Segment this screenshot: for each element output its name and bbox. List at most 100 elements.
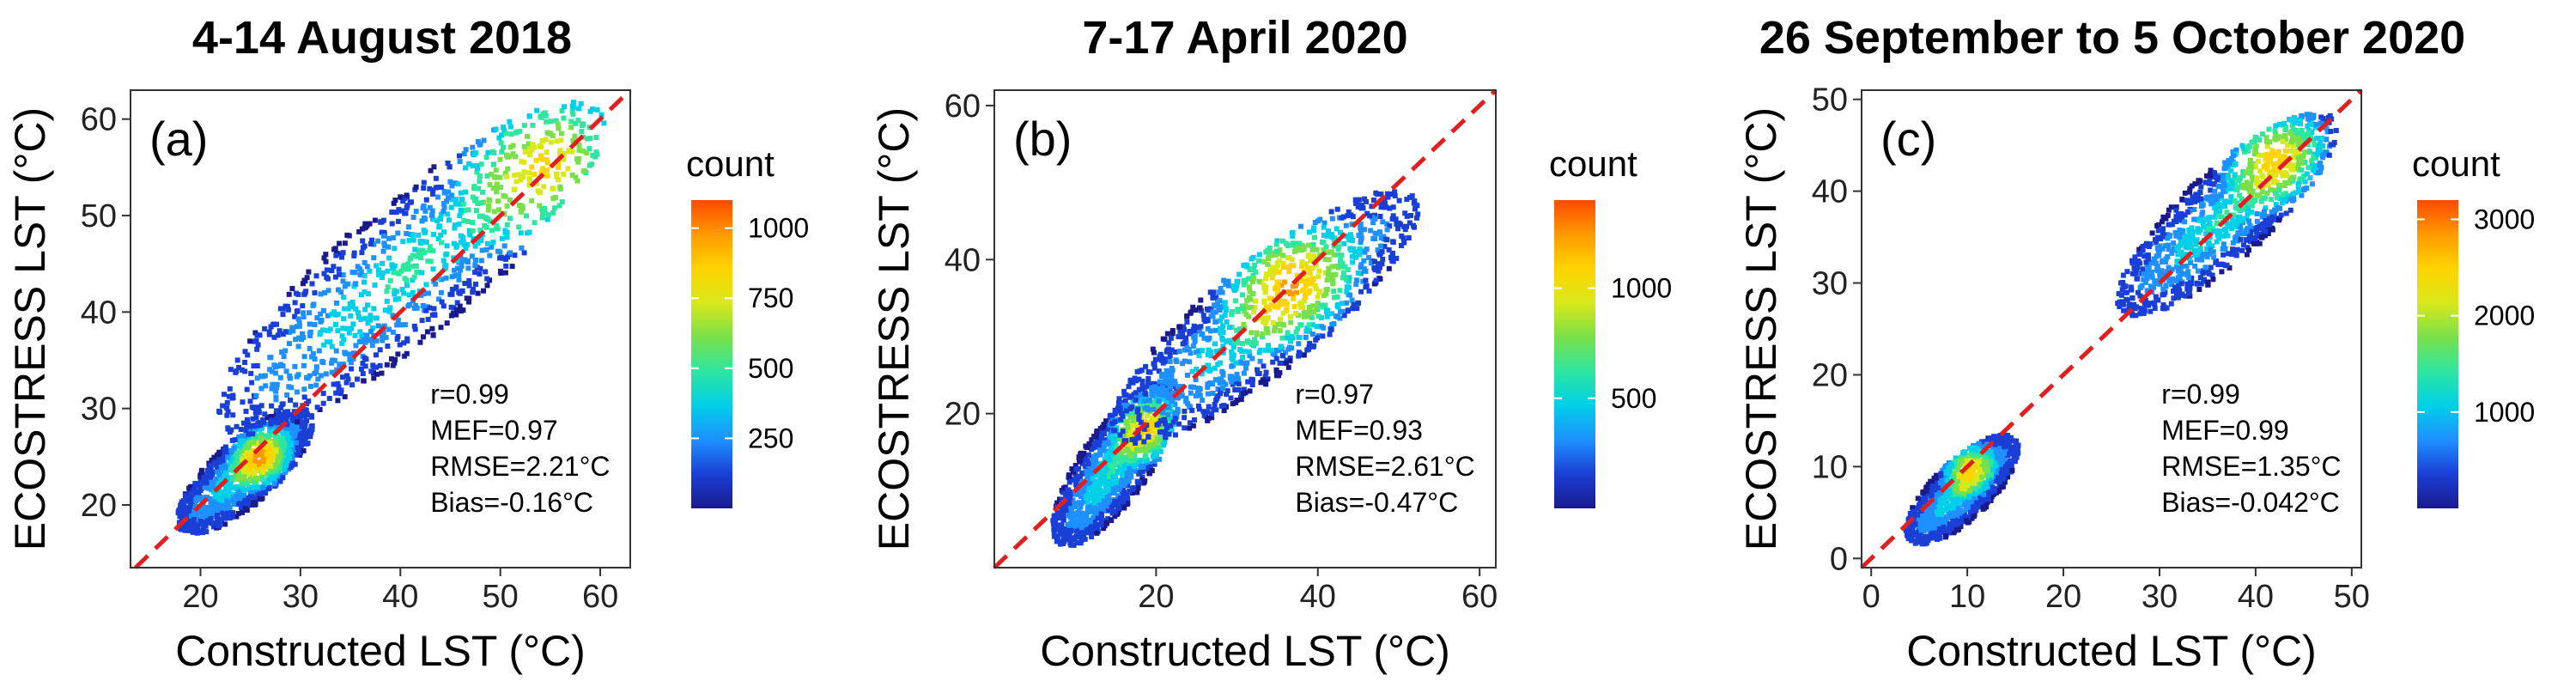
density-cell [285,444,291,450]
density-cell [1366,288,1372,294]
density-cell [516,224,522,230]
density-cell [1329,264,1335,270]
density-cell [1197,327,1203,333]
density-cell [1093,508,1099,514]
density-cell [340,250,346,256]
density-cell [342,283,348,289]
density-cell [395,351,401,357]
density-cell [526,144,532,150]
density-cell [1990,477,1996,483]
density-cell [507,197,513,203]
density-cell [1109,451,1115,457]
density-cell [191,517,197,523]
density-cell [258,386,264,392]
density-cell [1072,491,1078,497]
density-cell [1115,400,1121,406]
density-cell [418,240,424,246]
density-cell [320,400,326,406]
density-cell [197,518,204,524]
density-cell [1051,526,1057,532]
density-cell [1222,313,1228,318]
density-cell [255,484,261,490]
density-cell [1275,283,1281,289]
density-cell [284,413,290,419]
density-cell [475,201,481,206]
density-cell [1351,246,1356,252]
density-cell [1125,483,1131,489]
density-cell [249,502,255,508]
density-cell [1196,406,1202,412]
density-cell [1091,494,1097,500]
density-cell [1151,365,1157,371]
density-cell [1109,486,1115,492]
density-cell [429,208,435,214]
density-cell [1185,372,1190,378]
density-cell [1265,261,1271,267]
density-cell [1163,421,1168,427]
density-cell [1252,262,1258,268]
density-cell [294,389,300,395]
density-cell [1069,466,1075,472]
x-tick-label: 40 [1300,579,1336,615]
density-cell [295,344,301,350]
density-cell [1101,497,1107,503]
density-cell [364,302,370,308]
density-cell [444,320,450,326]
density-cell [1207,289,1213,295]
density-cell [1054,500,1060,506]
density-cell [1091,500,1097,506]
density-cell [1060,506,1066,512]
density-cell [1341,240,1347,246]
density-cell [1155,388,1161,394]
density-cell [280,312,286,318]
density-cell [1101,474,1107,480]
density-cell [298,409,304,415]
density-cell [1086,504,1091,510]
density-cell [1157,356,1163,362]
density-cell [1151,350,1157,356]
density-cell [1212,402,1218,407]
density-cell [1331,289,1337,294]
density-cell [443,263,449,269]
density-cell [370,325,375,331]
density-cell [457,303,463,309]
density-cell [296,447,302,453]
density-cell [421,215,427,221]
density-cell [359,250,365,256]
x-tick-label: 20 [182,579,218,615]
density-cell [441,204,447,210]
density-cell [320,360,326,366]
density-cell [1944,473,1950,479]
density-cell [259,484,265,490]
density-cell [1170,328,1176,333]
density-cell [1094,429,1100,434]
density-cell [270,462,276,468]
density-cell [1087,519,1093,525]
density-cell [231,445,237,451]
density-cell [347,356,353,362]
density-cell [407,256,413,262]
density-cell [1072,535,1078,541]
density-cell [324,267,330,273]
density-cell [513,154,518,160]
density-cell [1348,234,1354,240]
density-cell [1355,270,1361,276]
density-cell [431,164,437,170]
density-cell [1145,404,1150,410]
density-cell [419,318,425,324]
density-cell [405,261,411,267]
density-cell [1196,353,1202,359]
density-cell [1152,441,1158,447]
density-cell [416,232,422,238]
density-cell [1333,264,1339,269]
density-cell [1378,204,1384,210]
density-cell [461,151,467,156]
density-cell [1389,216,1395,222]
density-cell [386,326,392,332]
density-cell [381,233,386,239]
stat-mef: MEF=0.97 [430,415,558,446]
density-cell [501,144,506,150]
density-cell [258,423,264,429]
density-cell [478,234,484,240]
density-cell [1156,456,1162,462]
